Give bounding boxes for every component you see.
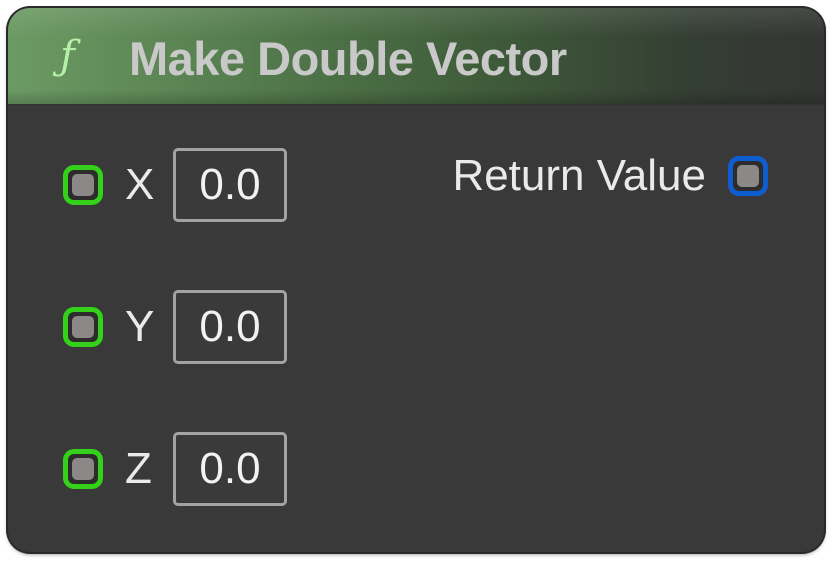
output-row-return-value: Return Value (452, 148, 768, 204)
input-row-x: X (63, 148, 287, 222)
pin-core (737, 165, 759, 187)
pin-core (72, 316, 94, 338)
node-title: Make Double Vector (129, 32, 567, 85)
input-value-z[interactable] (173, 432, 287, 506)
pin-core (72, 174, 94, 196)
input-pin-z[interactable] (63, 449, 103, 489)
input-label-y: Y (125, 302, 155, 351)
input-label-x: X (125, 160, 155, 209)
make-double-vector-node[interactable]: ƒ Make Double Vector X Y Z Return Value (8, 8, 824, 552)
input-value-x[interactable] (173, 148, 287, 222)
function-icon: ƒ (60, 33, 75, 79)
input-pin-y[interactable] (63, 307, 103, 347)
input-pin-x[interactable] (63, 165, 103, 205)
input-row-z: Z (63, 432, 287, 506)
input-row-y: Y (63, 290, 287, 364)
node-header[interactable]: ƒ Make Double Vector (8, 8, 824, 105)
pin-core (72, 458, 94, 480)
input-value-y[interactable] (173, 290, 287, 364)
input-label-z: Z (125, 444, 152, 493)
output-label: Return Value (452, 151, 706, 200)
output-pin-return-value[interactable] (728, 156, 768, 196)
